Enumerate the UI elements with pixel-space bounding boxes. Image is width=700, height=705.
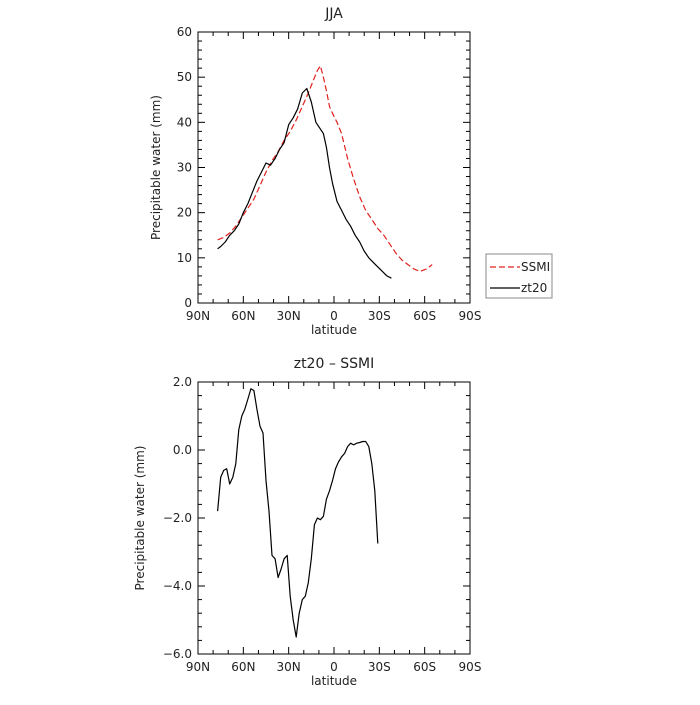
y-tick-label: 20 [177,206,192,220]
y-tick-label: 0 [184,296,192,310]
chart-panel-2: 90N 60N 30N 0 30S 60S 90S −6.0 −4.0 −2.0 0.0 2.0 zt2… [133,356,481,688]
series-line-zt20 [217,87,392,279]
x-tick-label: 30S [368,309,391,323]
y-tick-label: −6.0 [163,647,192,661]
series-line-difference [217,388,379,638]
x-axis-label: latitude [311,323,357,337]
chart-panel-1: 90N 60N 30N 0 30S 60S 90S 0 10 20 30 40 50 60 JJA latit… [149,6,553,337]
legend-box [485,253,553,299]
y-tick-label: −4.0 [163,579,192,593]
x-tick-label: 0 [330,660,338,674]
y-tick-label: 10 [177,251,192,265]
x-axis-label: latitude [311,674,357,688]
series-line-ssmi [217,65,433,272]
legend-label-zt20: zt20 [521,281,547,295]
legend-label-ssmi: SSMI [521,260,550,274]
x-tick-label: 60N [231,660,255,674]
legend: SSMI zt20 [485,253,553,299]
chart-title: zt20 – SSMI [294,356,375,372]
x-tick-label: 30N [277,309,301,323]
y-tick-label: 0.0 [173,443,192,457]
chart-title: JJA [324,6,343,22]
x-tick-label: 90N [186,660,210,674]
y-axis-label: Precipitable water (mm) [133,446,147,591]
x-tick-label: 90S [459,309,482,323]
y-tick-label: 50 [177,70,192,84]
x-tick-label: 30N [277,660,301,674]
x-tick-label: 90S [459,660,482,674]
y-tick-label: 40 [177,115,192,129]
x-tick-label: 0 [330,309,338,323]
x-tick-label: 30S [368,660,391,674]
plot-frame [197,381,471,655]
x-tick-label: 60S [413,309,436,323]
y-tick-label: 60 [177,25,192,39]
y-tick-label: 30 [177,161,192,175]
plot-frame [197,31,471,304]
y-axis-label: Precipitable water (mm) [149,95,163,240]
y-tick-label: −2.0 [163,511,192,525]
x-tick-label: 90N [186,309,210,323]
x-tick-label: 60N [231,309,255,323]
y-tick-label: 2.0 [173,375,192,389]
x-tick-label: 60S [413,660,436,674]
